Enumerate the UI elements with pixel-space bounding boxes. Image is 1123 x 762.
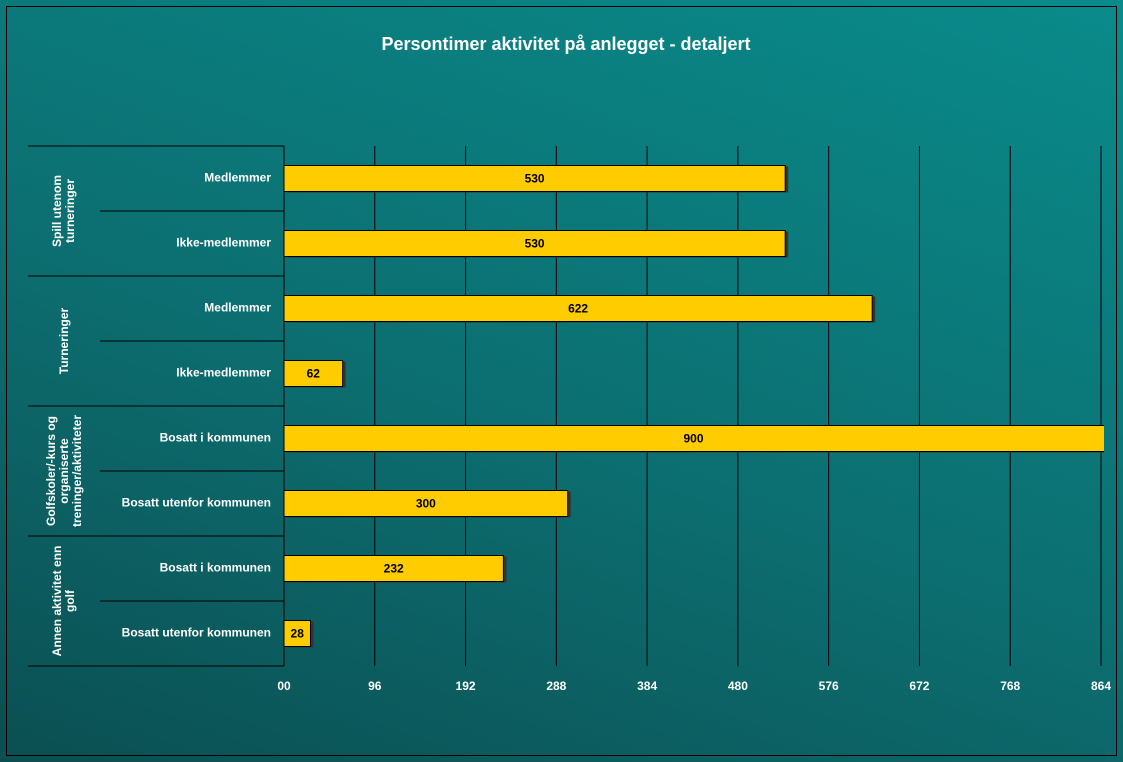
y-tick-label: Medlemmer (204, 171, 271, 185)
bar (284, 620, 311, 647)
x-tick-label: 192 (456, 679, 476, 693)
x-tick-label: 384 (637, 679, 657, 693)
y-tick-label: Bosatt utenfor kommunen (122, 496, 271, 510)
y-tick-label: Medlemmer (204, 301, 271, 315)
bar (284, 295, 873, 322)
group-label: Golfskoler/-kurs og organiserte treninge… (43, 414, 84, 528)
x-tick-label: 480 (728, 679, 748, 693)
value-label: 622 (568, 302, 588, 316)
value-label: 28 (291, 627, 305, 641)
value-label: 232 (384, 562, 404, 576)
y-tick-label: Bosatt utenfor kommunen (122, 626, 271, 640)
y-tick-label: Bosatt i kommunen (160, 561, 271, 575)
x-tick-label: 576 (819, 679, 839, 693)
x-tick-label: 672 (909, 679, 929, 693)
bar (284, 425, 1104, 452)
bar (284, 165, 786, 192)
x-tick-label: 288 (546, 679, 566, 693)
bar (284, 360, 344, 387)
group-label: Spill utenom turneringer (50, 175, 77, 247)
bars (284, 165, 1104, 648)
value-label: 530 (525, 172, 545, 186)
value-label: 900 (683, 432, 703, 446)
group-label: Turneringer (56, 307, 71, 375)
bar (284, 555, 504, 582)
y-tick-label: Bosatt i kommunen (160, 431, 271, 445)
x-tick-label: 864 (1091, 679, 1111, 693)
value-label: 62 (307, 367, 321, 381)
x-tick-label: 00 (277, 679, 291, 693)
y-tick-label: Ikke-medlemmer (176, 236, 271, 250)
bar (284, 490, 569, 517)
frame (6, 6, 1117, 756)
chart-title: Persontimer aktivitet på anlegget - deta… (381, 34, 750, 54)
y-tick-label: Ikke-medlemmer (176, 366, 271, 380)
x-tick-label: 96 (368, 679, 382, 693)
bar (284, 230, 786, 257)
value-label: 300 (416, 497, 436, 511)
value-label: 530 (525, 237, 545, 251)
group-label: Annen aktivitet enn golf (50, 545, 77, 657)
x-tick-label: 768 (1000, 679, 1020, 693)
